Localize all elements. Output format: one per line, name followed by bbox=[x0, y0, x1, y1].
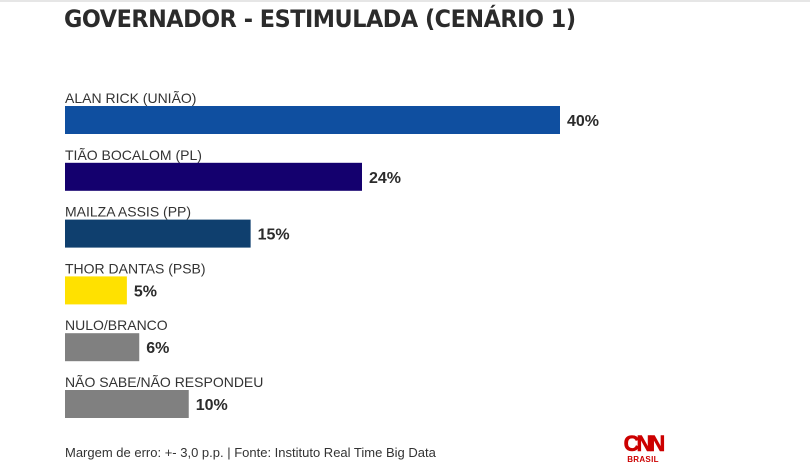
bar bbox=[65, 219, 251, 248]
value-label: 10% bbox=[196, 397, 228, 414]
bar-chart: ALAN RICK (UNIÃO) 40% TIÃO BOCALOM (PL) 24%… bbox=[65, 90, 599, 418]
value-label: 5% bbox=[134, 283, 157, 300]
category-label: NULO/BRANCO bbox=[65, 317, 168, 333]
value-label: 24% bbox=[369, 170, 401, 187]
category-label: MAILZA ASSIS (PP) bbox=[65, 204, 191, 220]
bar bbox=[65, 333, 140, 362]
chart-title: GOVERNADOR - ESTIMULADA (CENÁRIO 1) bbox=[64, 5, 576, 33]
bar bbox=[65, 162, 362, 191]
value-label: 6% bbox=[146, 340, 169, 357]
value-label: 40% bbox=[567, 113, 599, 130]
bar bbox=[65, 106, 560, 134]
category-label: NÃO SABE/NÃO RESPONDEU bbox=[65, 374, 263, 390]
category-label: TIÃO BOCALOM (PL) bbox=[65, 147, 202, 163]
value-label: 15% bbox=[258, 227, 290, 244]
logo-sub-text: BRASIL bbox=[627, 455, 659, 464]
category-label: ALAN RICK (UNIÃO) bbox=[65, 90, 196, 106]
logo-main-text: CNN bbox=[623, 431, 665, 456]
category-label: THOR DANTAS (PSB) bbox=[65, 260, 206, 276]
source-note: Margem de erro: +- 3,0 p.p. | Fonte: Ins… bbox=[65, 445, 436, 460]
bar bbox=[65, 276, 127, 305]
bar bbox=[65, 390, 189, 418]
cnn-brasil-logo: CNN BRASIL bbox=[618, 431, 668, 464]
